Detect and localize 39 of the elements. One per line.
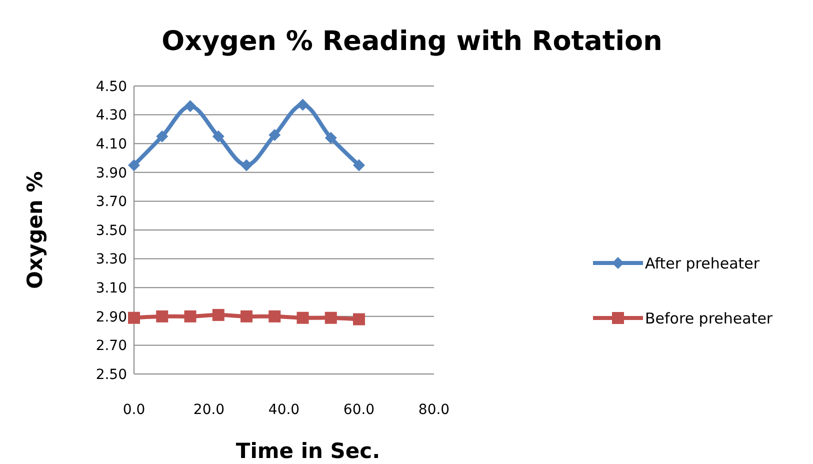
y-tick-label: 2.50	[96, 366, 127, 383]
y-tick-label: 4.30	[96, 108, 127, 124]
y-tick-label: 3.90	[96, 165, 127, 182]
point	[240, 159, 252, 172]
y-tick-label: 2.70	[96, 338, 127, 354]
point	[324, 312, 337, 324]
y-tick-label: 4.50	[96, 78, 127, 95]
point	[128, 159, 140, 172]
point	[212, 308, 224, 321]
y-axis-title: Oxygen %	[23, 171, 47, 289]
point	[296, 98, 309, 111]
y-tick-label: 2.90	[96, 309, 127, 326]
point	[128, 312, 140, 324]
point	[156, 310, 168, 322]
x-tick-label: 20.0	[193, 402, 225, 418]
y-tick-label: 3.50	[96, 222, 127, 239]
y-tick-label: 3.10	[96, 280, 127, 296]
x-tick-label: 40.0	[268, 402, 300, 418]
point	[156, 130, 168, 142]
point	[184, 100, 196, 112]
point	[296, 312, 309, 324]
point	[324, 132, 337, 144]
y-tick-label: 4.10	[96, 136, 127, 152]
x-tick-label: 80.0	[418, 402, 450, 418]
y-tick-label: 3.30	[96, 252, 127, 268]
point	[353, 313, 365, 326]
y-tick-label: 3.70	[96, 194, 127, 210]
point	[240, 310, 252, 322]
x-axis-title: Time in Sec.	[236, 439, 380, 463]
chart-title: Oxygen % Reading with Rotation	[162, 26, 662, 57]
point	[268, 128, 281, 141]
point	[268, 310, 281, 322]
legend-label: Before preheater	[645, 309, 774, 328]
x-tick-label: 60.0	[343, 402, 375, 418]
point	[212, 130, 224, 142]
point	[184, 310, 196, 322]
point	[353, 159, 365, 172]
legend-label: After preheater	[645, 254, 760, 272]
x-tick-label: 0.0	[122, 402, 146, 418]
